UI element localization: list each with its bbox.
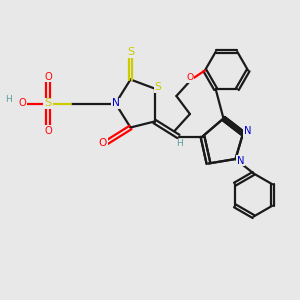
Text: O: O: [44, 71, 52, 82]
Text: H: H: [177, 140, 183, 148]
Text: O: O: [44, 125, 52, 136]
Text: O: O: [18, 98, 26, 109]
Text: O: O: [99, 137, 107, 148]
Text: N: N: [112, 98, 119, 109]
Text: N: N: [237, 155, 245, 166]
Text: H: H: [6, 95, 12, 104]
Text: O: O: [186, 74, 194, 82]
Text: S: S: [127, 46, 134, 57]
Text: S: S: [155, 82, 161, 92]
Text: S: S: [44, 98, 52, 109]
Text: N: N: [244, 126, 251, 136]
